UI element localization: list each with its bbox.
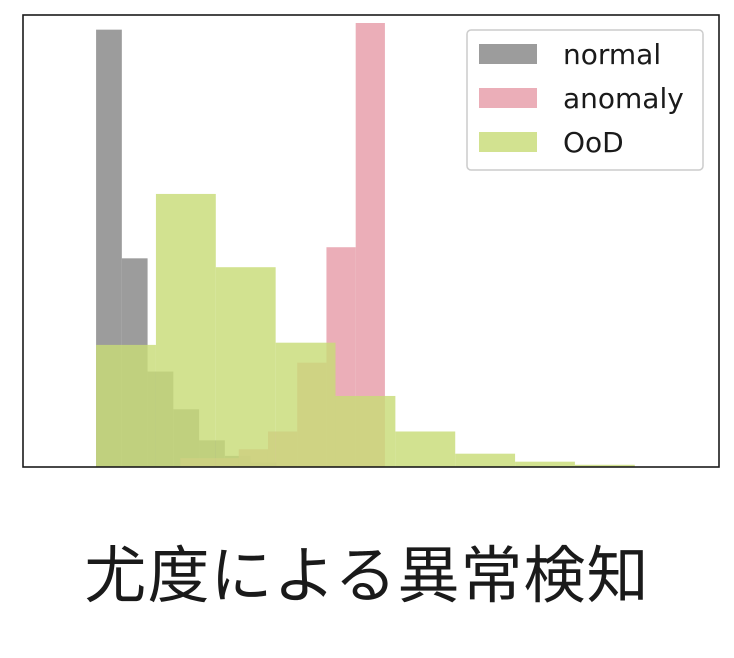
legend-swatch-ood xyxy=(479,132,537,152)
legend-label-anomaly: anomaly xyxy=(563,82,684,115)
bar-ood-0 xyxy=(96,344,156,467)
bar-ood-2 xyxy=(215,267,276,467)
plot-frame xyxy=(22,14,720,468)
bar-ood-1 xyxy=(155,193,216,467)
caption-title: 尤度による異常検知 xyxy=(84,539,650,612)
plot-area xyxy=(96,23,635,467)
legend-swatch-normal xyxy=(479,44,537,64)
bar-ood-7 xyxy=(515,461,575,467)
bar-ood-8 xyxy=(574,464,635,467)
bar-ood-3 xyxy=(275,342,336,467)
legend-label-normal: normal xyxy=(563,38,661,71)
legend-label-ood: OoD xyxy=(563,126,624,159)
bar-ood-5 xyxy=(395,431,456,467)
legend-swatch-anomaly xyxy=(479,88,537,108)
bar-anomaly-6 xyxy=(355,23,385,467)
bar-ood-4 xyxy=(335,395,396,467)
histogram-chart: normal anomaly OoD xyxy=(22,14,720,468)
bar-ood-6 xyxy=(455,453,516,467)
series-ood xyxy=(96,193,635,467)
legend: normal anomaly OoD xyxy=(466,29,704,171)
